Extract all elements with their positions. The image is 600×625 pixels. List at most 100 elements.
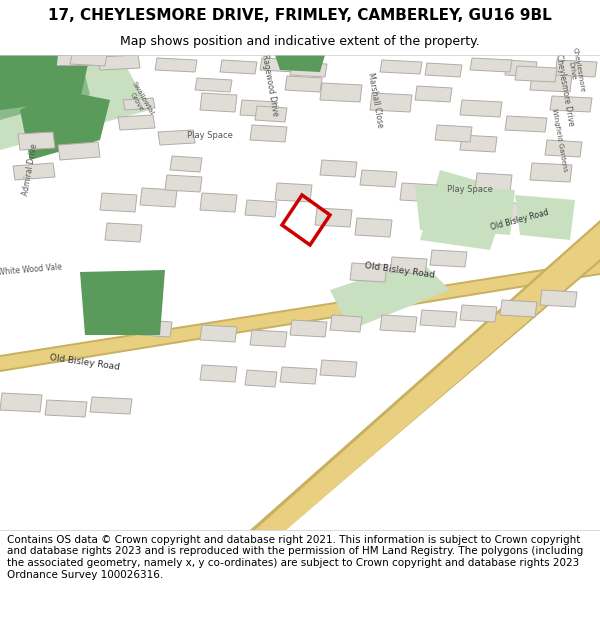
Polygon shape bbox=[0, 55, 70, 90]
Polygon shape bbox=[460, 100, 502, 117]
Polygon shape bbox=[0, 393, 42, 412]
Polygon shape bbox=[330, 315, 362, 332]
Polygon shape bbox=[245, 200, 277, 217]
Polygon shape bbox=[200, 93, 237, 112]
Polygon shape bbox=[390, 257, 427, 274]
Polygon shape bbox=[80, 270, 165, 335]
Text: Old Bisley Road: Old Bisley Road bbox=[49, 352, 121, 371]
Polygon shape bbox=[0, 262, 600, 370]
Polygon shape bbox=[380, 315, 417, 332]
Text: Swallowtal
Grove: Swallowtal Grove bbox=[125, 81, 155, 119]
Polygon shape bbox=[540, 290, 577, 307]
Polygon shape bbox=[510, 203, 557, 222]
Polygon shape bbox=[285, 76, 322, 92]
Polygon shape bbox=[0, 260, 600, 372]
Polygon shape bbox=[140, 188, 177, 207]
Polygon shape bbox=[425, 63, 462, 77]
Polygon shape bbox=[315, 208, 352, 227]
Polygon shape bbox=[50, 55, 90, 65]
Polygon shape bbox=[470, 213, 507, 232]
Polygon shape bbox=[100, 313, 132, 332]
Polygon shape bbox=[70, 55, 107, 66]
Polygon shape bbox=[320, 83, 362, 102]
Polygon shape bbox=[430, 250, 467, 267]
Text: Ragewood Drive: Ragewood Drive bbox=[260, 53, 280, 117]
Polygon shape bbox=[0, 55, 90, 120]
Text: White Wood Vale: White Wood Vale bbox=[0, 262, 62, 278]
Polygon shape bbox=[415, 185, 495, 235]
Text: Cheylesmore
Drive: Cheylesmore Drive bbox=[565, 46, 586, 94]
Polygon shape bbox=[530, 73, 572, 92]
Polygon shape bbox=[550, 96, 592, 112]
Text: Marshall Close: Marshall Close bbox=[366, 72, 384, 128]
Polygon shape bbox=[200, 365, 237, 382]
Polygon shape bbox=[195, 78, 232, 92]
Polygon shape bbox=[200, 193, 237, 212]
Text: Contains OS data © Crown copyright and database right 2021. This information is : Contains OS data © Crown copyright and d… bbox=[7, 535, 583, 579]
Polygon shape bbox=[245, 370, 277, 387]
Polygon shape bbox=[255, 223, 600, 557]
Polygon shape bbox=[505, 60, 537, 77]
Polygon shape bbox=[250, 220, 600, 560]
Polygon shape bbox=[123, 98, 155, 110]
Polygon shape bbox=[555, 60, 597, 77]
Polygon shape bbox=[275, 55, 325, 72]
Polygon shape bbox=[515, 66, 557, 82]
Text: Wingfield Gardens: Wingfield Gardens bbox=[551, 108, 569, 172]
Polygon shape bbox=[45, 400, 87, 417]
Polygon shape bbox=[290, 320, 327, 337]
Polygon shape bbox=[330, 260, 450, 330]
Text: Play Space: Play Space bbox=[447, 186, 493, 194]
Polygon shape bbox=[420, 170, 510, 250]
Polygon shape bbox=[0, 55, 58, 82]
Polygon shape bbox=[0, 55, 90, 110]
Polygon shape bbox=[320, 160, 357, 177]
Polygon shape bbox=[470, 58, 512, 72]
Polygon shape bbox=[415, 86, 452, 102]
Polygon shape bbox=[260, 58, 297, 72]
Polygon shape bbox=[18, 132, 55, 150]
Polygon shape bbox=[58, 142, 100, 160]
Polygon shape bbox=[220, 60, 257, 74]
Polygon shape bbox=[165, 175, 202, 192]
Text: Old Bisley Road: Old Bisley Road bbox=[364, 261, 436, 279]
Polygon shape bbox=[20, 90, 110, 160]
Polygon shape bbox=[435, 125, 472, 142]
Polygon shape bbox=[505, 116, 547, 132]
Polygon shape bbox=[105, 223, 142, 242]
Polygon shape bbox=[370, 93, 412, 112]
Polygon shape bbox=[500, 300, 537, 317]
Polygon shape bbox=[290, 62, 327, 77]
Polygon shape bbox=[530, 163, 572, 182]
Text: Play Space: Play Space bbox=[187, 131, 233, 139]
Polygon shape bbox=[380, 60, 422, 74]
Polygon shape bbox=[475, 173, 512, 192]
Polygon shape bbox=[545, 140, 582, 157]
Polygon shape bbox=[350, 263, 387, 282]
Polygon shape bbox=[280, 367, 317, 384]
Polygon shape bbox=[250, 125, 287, 142]
Polygon shape bbox=[515, 195, 575, 240]
Text: Old Bisley Road: Old Bisley Road bbox=[490, 208, 550, 232]
Polygon shape bbox=[170, 156, 202, 172]
Text: 17, CHEYLESMORE DRIVE, FRIMLEY, CAMBERLEY, GU16 9BL: 17, CHEYLESMORE DRIVE, FRIMLEY, CAMBERLE… bbox=[48, 8, 552, 23]
Polygon shape bbox=[155, 58, 197, 72]
Text: Map shows position and indicative extent of the property.: Map shows position and indicative extent… bbox=[120, 35, 480, 48]
Polygon shape bbox=[255, 106, 287, 122]
Polygon shape bbox=[355, 218, 392, 237]
Polygon shape bbox=[360, 170, 397, 187]
Polygon shape bbox=[440, 193, 477, 212]
Polygon shape bbox=[320, 360, 357, 377]
Polygon shape bbox=[250, 330, 287, 347]
Polygon shape bbox=[0, 55, 150, 150]
Polygon shape bbox=[118, 115, 155, 130]
Polygon shape bbox=[90, 397, 132, 414]
Text: Admiral Drive: Admiral Drive bbox=[21, 143, 39, 197]
Polygon shape bbox=[460, 135, 497, 152]
Polygon shape bbox=[100, 193, 137, 212]
Polygon shape bbox=[240, 100, 277, 117]
Polygon shape bbox=[400, 183, 437, 202]
Text: Cheylesmore Drive: Cheylesmore Drive bbox=[554, 53, 576, 127]
Polygon shape bbox=[275, 183, 312, 202]
Polygon shape bbox=[13, 163, 55, 180]
